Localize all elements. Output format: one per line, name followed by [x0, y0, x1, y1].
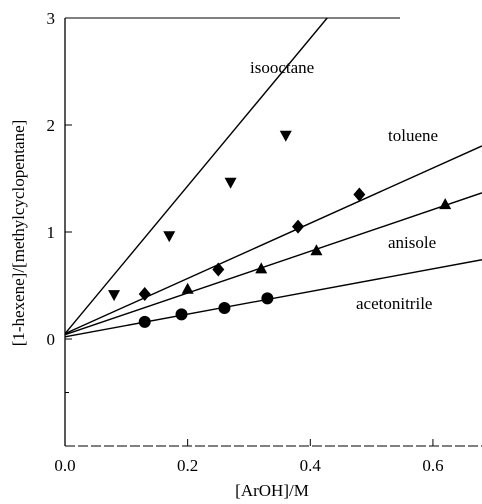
plot-frame: 0 1 2 3 0.0 0.2 0.4 0.6: [47, 9, 482, 475]
fit-line-acetonitrile: [64, 259, 482, 338]
y-axis-title: [1-hexene]/[methylcyclopentane]: [9, 120, 28, 347]
data-point-isooctane: [108, 290, 121, 302]
data-point-toluene: [212, 262, 225, 277]
data-point-isooctane: [279, 130, 292, 142]
fit-line-anisole: [64, 192, 482, 336]
series-label-isooctane: isooctane: [250, 58, 314, 77]
series-label-anisole: anisole: [388, 233, 436, 252]
y-tick-label: 1: [47, 223, 56, 242]
data-point-acetonitrile: [218, 301, 231, 314]
data-point-acetonitrile: [261, 292, 274, 305]
data-markers: [108, 130, 452, 328]
series-label-acetonitrile: acetonitrile: [356, 294, 432, 313]
y-tick-label: 2: [47, 116, 56, 135]
data-point-anisole: [255, 262, 268, 274]
x-tick-label: 0.2: [177, 456, 198, 475]
data-point-acetonitrile: [175, 308, 188, 321]
fit-line-toluene: [64, 145, 482, 335]
y-tick-label: 0: [47, 330, 56, 349]
data-point-anisole: [439, 198, 452, 210]
labels: isooctane toluene anisole acetonitrile: [250, 58, 438, 313]
series-label-toluene: toluene: [388, 126, 438, 145]
data-point-isooctane: [163, 231, 176, 243]
data-point-isooctane: [224, 177, 237, 189]
x-tick-label: 0.4: [300, 456, 322, 475]
data-point-toluene: [138, 287, 151, 302]
data-point-acetonitrile: [138, 315, 151, 328]
x-tick-label: 0.6: [422, 456, 443, 475]
x-axis-title: [ArOH]/M: [235, 481, 309, 500]
x-tick-label: 0.0: [54, 456, 75, 475]
fit-line-isooctane: [64, 17, 328, 335]
data-point-toluene: [353, 187, 366, 202]
data-point-anisole: [181, 282, 194, 294]
data-point-anisole: [310, 244, 323, 256]
data-point-toluene: [292, 219, 305, 234]
y-tick-label: 3: [47, 9, 56, 28]
fit-lines: [64, 17, 482, 338]
